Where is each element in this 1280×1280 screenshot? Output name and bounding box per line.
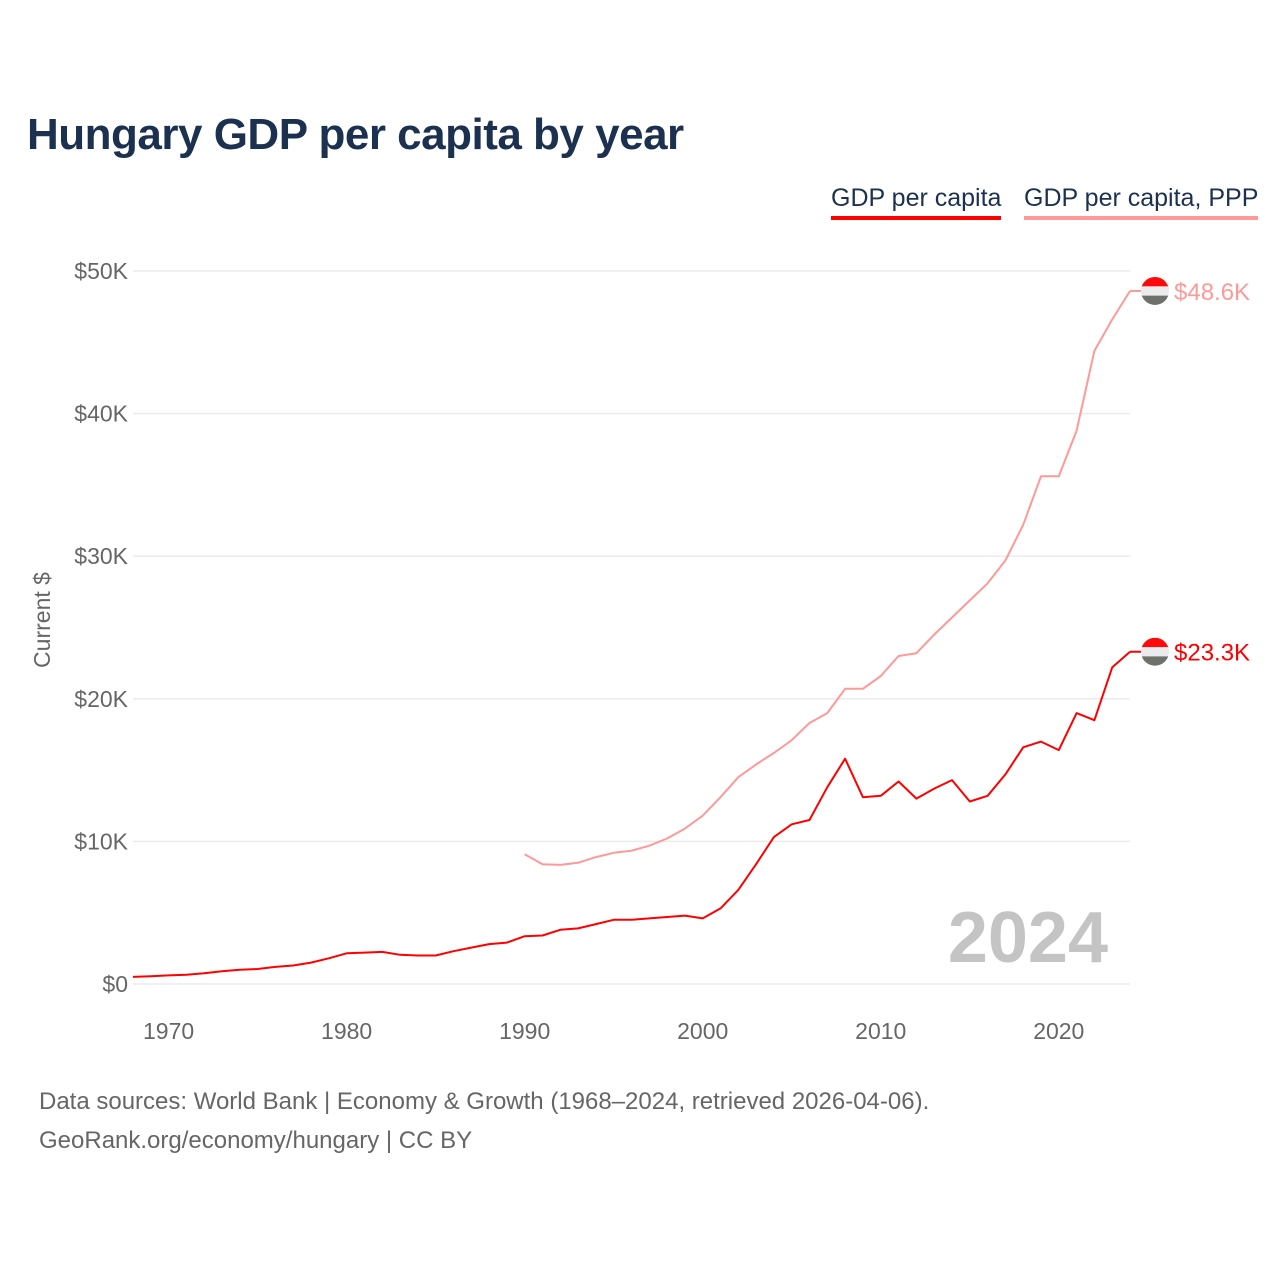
x-tick-label: 1970 [143,1018,194,1044]
year-watermark: 2024 [948,898,1108,978]
legend-gdp-per-capita[interactable]: GDP per capita [831,184,1002,222]
x-tick-label: 2000 [677,1018,728,1044]
y-tick-label: $40K [74,401,128,427]
y-tick-label: $10K [74,828,128,854]
series-line [132,650,1131,978]
footer-sources: Data sources: World Bank | Economy & Gro… [39,1088,930,1115]
legend-label: GDP per capita, PPP [1024,184,1259,212]
series-line [524,290,1131,866]
x-tick-label: 2020 [1033,1018,1084,1044]
end-value-label: $23.3K [1174,640,1250,667]
y-tick-label: $20K [74,686,128,712]
legend-swatch [1024,216,1259,220]
legend-gdp-per-capita-ppp[interactable]: GDP per capita, PPP [1024,184,1259,222]
x-tick-label: 1990 [499,1018,550,1044]
footer-link[interactable]: GeoRank.org/economy/hungary | CC BY [39,1127,473,1154]
hungary-flag-icon [1141,276,1169,305]
y-tick-label: $0 [102,971,128,997]
legend-swatch [831,216,1002,220]
y-tick-label: $50K [74,258,128,284]
chart-title: Hungary GDP per capita by year [27,110,684,159]
y-tick-label: $30K [74,543,128,569]
x-tick-label: 2010 [855,1018,906,1044]
legend-label: GDP per capita [831,184,1002,212]
x-tick-label: 1980 [321,1018,372,1044]
end-value-label: $48.6K [1174,279,1250,306]
y-axis-label: Current $ [29,572,55,668]
hungary-flag-icon [1141,637,1169,666]
